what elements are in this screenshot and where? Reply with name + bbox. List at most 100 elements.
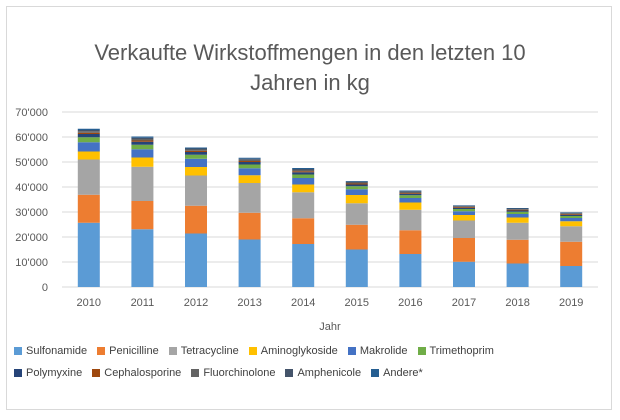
legend-swatch — [168, 347, 177, 355]
bar-segment-aminoglykoside — [185, 167, 207, 176]
bar-segment-andere — [238, 157, 261, 159]
bar-segment-andere — [506, 208, 529, 209]
bar-segment-makrolide — [399, 198, 422, 203]
bar-segment-polymyxine — [399, 193, 422, 196]
x-tick-label: 2015 — [345, 297, 369, 309]
legend-swatch — [191, 369, 200, 377]
y-tick-label: 30'000 — [15, 207, 48, 219]
chart-title: Verkaufte Wirkstoffmengen in den letzten… — [0, 38, 620, 98]
legend-item: Makrolide — [347, 345, 408, 357]
bar-segment-polymyxine — [560, 214, 583, 216]
bar-segment-aminoglykoside — [345, 195, 368, 204]
bar-segment-trimethoprim — [560, 216, 583, 218]
bar-segment-tetracycline — [345, 203, 368, 225]
bar-segment-penicilline — [185, 205, 207, 234]
legend-label: Andere* — [383, 367, 423, 379]
bar-segment-trimethoprim — [292, 174, 315, 178]
bar-segment-polymyxine — [131, 141, 154, 145]
bar-segment-cephalosporine — [238, 161, 261, 162]
bar-segment-aminoglykoside — [506, 217, 529, 223]
bar-segment-penicilline — [453, 238, 475, 262]
bar-segment-fluorchinolone — [238, 159, 261, 161]
x-tick-label: 2018 — [505, 297, 529, 309]
bar-segment-cephalosporine — [131, 140, 154, 142]
bar-segment-fluorchinolone — [77, 131, 100, 133]
bar-segment-makrolide — [506, 214, 529, 218]
bar-segment-fluorchinolone — [560, 213, 583, 214]
bar-segment-sulfonamide — [560, 266, 583, 287]
bar-segment-aminoglykoside — [131, 157, 154, 167]
y-tick-label: 50'000 — [15, 157, 48, 169]
bar-segment-makrolide — [560, 218, 583, 222]
bar-segment-andere — [453, 205, 475, 206]
x-tick-label: 2010 — [77, 297, 101, 309]
chart-title-line-1: Verkaufte Wirkstoffmengen in den letzten… — [94, 40, 526, 65]
bar-segment-fluorchinolone — [292, 170, 315, 172]
bar-segment-sulfonamide — [238, 239, 261, 287]
bar-segment-tetracycline — [560, 226, 583, 242]
bar-segment-sulfonamide — [131, 229, 154, 287]
bar-segment-amphenicole — [506, 208, 529, 209]
chart-title-line-2: Jahren in kg — [250, 70, 370, 95]
bar-segment-andere — [345, 181, 368, 182]
bar-segment-andere — [185, 147, 207, 149]
bar-segment-polymyxine — [238, 162, 261, 165]
bar-segment-fluorchinolone — [453, 206, 475, 207]
bar-segment-penicilline — [506, 239, 529, 264]
bar-segment-sulfonamide — [185, 233, 207, 287]
bar-segment-penicilline — [238, 212, 261, 240]
bar-segment-makrolide — [238, 168, 261, 176]
bar-segment-makrolide — [77, 142, 100, 152]
x-tick-label: 2012 — [184, 297, 208, 309]
bar-segment-cephalosporine — [506, 209, 529, 211]
bar-segment-tetracycline — [185, 175, 207, 206]
bar-segment-amphenicole — [560, 212, 583, 214]
y-tick-label: 60'000 — [15, 132, 48, 144]
bar-segment-trimethoprim — [453, 209, 475, 212]
legend-label: Penicilline — [109, 345, 159, 357]
legend-item: Fluorchinolone — [191, 367, 275, 379]
legend-item: Andere* — [371, 367, 423, 379]
legend-label: Amphenicole — [297, 367, 362, 379]
bar-segment-trimethoprim — [506, 211, 529, 214]
x-axis-title: Jahr — [319, 321, 341, 333]
bar-segment-trimethoprim — [131, 144, 154, 150]
legend-label: Cephalosporine — [104, 367, 182, 379]
bar-segment-trimethoprim — [77, 137, 100, 143]
bar-segment-tetracycline — [131, 166, 154, 201]
bar-segment-polymyxine — [185, 152, 207, 155]
bar-segment-makrolide — [453, 211, 475, 215]
bar-segment-fluorchinolone — [345, 182, 368, 184]
legend-item: Polymyxine — [14, 367, 82, 379]
bar-segment-polymyxine — [292, 172, 315, 175]
legend-label: Sulfonamide — [26, 345, 88, 357]
bar-segment-cephalosporine — [77, 132, 100, 134]
bar-segment-amphenicole — [77, 130, 100, 132]
legend-label: Fluorchinolone — [203, 367, 276, 379]
bar-segment-andere — [292, 168, 315, 169]
bar-segment-sulfonamide — [345, 249, 368, 287]
chart-legend: Sulfonamide Penicilline Tetracycline Aminog… — [14, 340, 614, 384]
bar-segment-amphenicole — [345, 181, 368, 183]
bar-segment-makrolide — [292, 178, 315, 185]
legend-item: Amphenicole — [285, 367, 361, 379]
legend-swatch — [248, 347, 257, 355]
bar-segment-andere — [131, 136, 154, 138]
bar-segment-trimethoprim — [185, 154, 207, 159]
bar-segment-aminoglykoside — [560, 221, 583, 227]
bar-segment-fluorchinolone — [506, 209, 529, 210]
bar-segment-cephalosporine — [560, 214, 583, 215]
legend-swatch — [92, 369, 101, 377]
legend-swatch — [14, 369, 22, 377]
legend-item: Tetracycline — [168, 345, 239, 357]
bar-segment-fluorchinolone — [399, 192, 422, 193]
y-tick-label: 40'000 — [15, 182, 48, 194]
bar-segment-amphenicole — [292, 169, 315, 170]
bar-segment-aminoglykoside — [292, 184, 315, 193]
bar-segment-tetracycline — [399, 209, 422, 231]
bar-segment-polymyxine — [453, 207, 475, 209]
bar-segment-polymyxine — [77, 134, 100, 138]
bar-segment-makrolide — [345, 189, 368, 195]
bar-segment-sulfonamide — [453, 261, 475, 287]
